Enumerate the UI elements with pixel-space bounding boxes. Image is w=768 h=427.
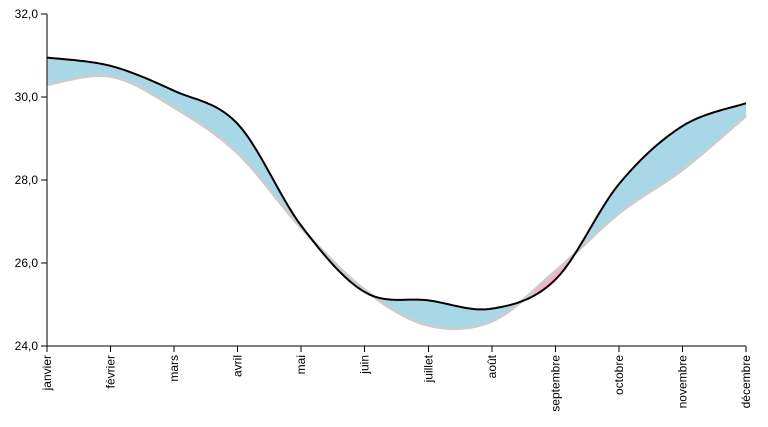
reference-line xyxy=(46,73,747,331)
x-tick-label: juillet xyxy=(421,354,435,383)
x-tick-label: janvier xyxy=(40,355,54,391)
x-tick-label: août xyxy=(485,354,499,378)
x-tick-label: mai xyxy=(294,355,308,374)
x-tick-label: septembre xyxy=(548,355,562,412)
y-tick-label: 30,0 xyxy=(15,90,39,104)
x-tick-label: octobre xyxy=(612,355,626,395)
y-tick-label: 32,0 xyxy=(15,7,39,21)
y-tick-label: 28,0 xyxy=(15,173,39,187)
y-tick-label: 24,0 xyxy=(15,339,39,353)
x-tick-label: mars xyxy=(167,355,181,382)
area-below-reference xyxy=(47,57,746,329)
x-tick-label: avril xyxy=(231,355,245,377)
plot-area: 24,0 26,0 28,0 30,0 32,0 janvier février mars av… xyxy=(15,7,753,412)
x-tick-label: juin xyxy=(358,355,372,375)
y-tick-label: 26,0 xyxy=(15,256,39,270)
main-line xyxy=(46,56,747,311)
x-tick-label: novembre xyxy=(675,355,689,409)
x-tick-label: décembre xyxy=(739,355,753,409)
x-tick-label: février xyxy=(104,355,118,388)
